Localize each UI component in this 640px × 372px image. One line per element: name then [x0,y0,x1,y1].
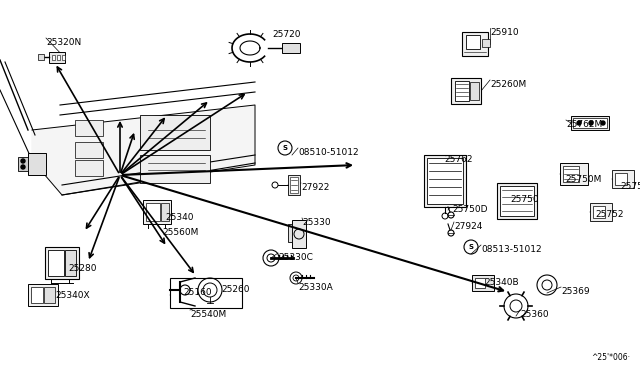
Text: 25750M: 25750M [565,175,602,184]
Text: 25750D: 25750D [452,205,488,214]
Bar [590,203,612,221]
Bar [75,160,103,176]
Text: 25762: 25762 [444,155,472,164]
Bar [49,52,65,63]
Text: 25762M: 25762M [566,120,602,129]
Bar [31,287,43,303]
Bar [451,78,481,104]
Text: 25720: 25720 [272,30,301,39]
Bar [140,115,210,150]
Bar [45,247,79,279]
Bar [140,155,210,183]
Text: 25360: 25360 [520,310,548,319]
Bar [65,250,76,276]
Bar [57,55,60,60]
Text: 27924: 27924 [454,222,483,231]
Bar [288,175,300,195]
Bar [472,275,494,291]
Bar [161,203,169,221]
Bar [424,155,466,207]
Bar [612,170,634,188]
Bar [75,142,103,158]
Text: 25340B: 25340B [484,278,518,287]
Bar [75,120,103,136]
Text: 25750: 25750 [510,195,539,204]
Circle shape [589,121,593,125]
Bar [48,250,64,276]
Text: 25330: 25330 [302,218,331,227]
Bar [62,55,65,60]
Text: 25752: 25752 [595,210,623,219]
Text: 25540M: 25540M [190,310,227,319]
Bar [427,158,463,204]
Text: 25260M: 25260M [490,80,526,89]
Bar [563,166,579,182]
Bar [500,186,534,216]
Circle shape [601,121,605,125]
Bar [44,287,55,303]
Text: 25330C: 25330C [278,253,313,262]
Bar [282,43,300,53]
Bar [466,35,480,49]
Bar [475,278,485,288]
Bar [38,54,44,60]
Bar [18,157,28,171]
Text: 25280: 25280 [68,264,97,273]
Text: 25340: 25340 [165,213,193,222]
Circle shape [21,159,25,163]
Bar [292,220,306,248]
Text: 25160: 25160 [183,288,212,297]
Text: 25320N: 25320N [46,38,81,47]
Bar [571,116,609,130]
Text: ^25'*006·: ^25'*006· [591,353,630,362]
Text: S: S [282,145,287,151]
Bar [462,32,488,56]
Bar [290,177,298,193]
Circle shape [577,121,581,125]
Bar [482,39,490,47]
Text: 25340X: 25340X [55,291,90,300]
Bar [28,153,46,175]
Bar [470,82,479,100]
Bar [52,55,55,60]
Bar [615,173,627,185]
Text: 25330A: 25330A [298,283,333,292]
Bar [170,278,242,308]
Bar [560,163,588,185]
Text: 25260: 25260 [221,285,250,294]
Bar [455,81,469,101]
Bar [28,284,58,306]
Bar [288,224,292,242]
Text: 08513-51012: 08513-51012 [481,245,541,254]
Bar [143,200,171,224]
Circle shape [21,165,25,169]
Text: 08510-51012: 08510-51012 [298,148,358,157]
Text: 25752: 25752 [620,182,640,191]
Text: 25369: 25369 [561,287,589,296]
Text: 25910: 25910 [490,28,518,37]
Bar [497,183,537,219]
Text: S: S [468,244,474,250]
Text: 25560M: 25560M [162,228,198,237]
Text: 27922: 27922 [301,183,330,192]
Bar [573,118,607,128]
Polygon shape [32,105,255,195]
Bar [593,206,605,218]
Bar [146,203,160,221]
